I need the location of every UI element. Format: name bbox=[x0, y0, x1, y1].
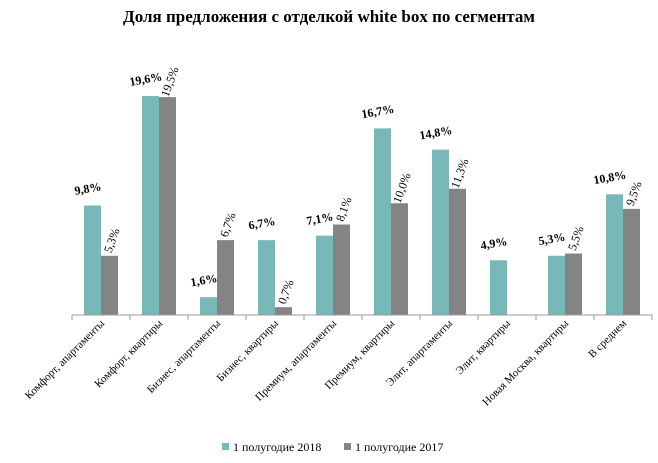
data-label-2018-0: 9,8% bbox=[73, 179, 102, 197]
category-label: Комфорт, апартаменты bbox=[23, 317, 108, 402]
data-label-2018-4: 7,1% bbox=[305, 209, 334, 227]
bar-2018-2 bbox=[200, 297, 217, 315]
legend-swatch-2017 bbox=[344, 443, 351, 450]
data-label-2017-8: 5,5% bbox=[565, 224, 587, 252]
bar-2018-9 bbox=[606, 194, 623, 315]
data-label-2018-9: 10,8% bbox=[592, 168, 627, 188]
data-label-2017-1: 19,5% bbox=[158, 65, 182, 99]
data-label-2018-1: 19,6% bbox=[128, 69, 163, 89]
bar-2017-5 bbox=[391, 203, 408, 315]
bar-2017-4 bbox=[333, 224, 350, 315]
data-label-2017-2: 6,7% bbox=[217, 211, 239, 239]
data-label-2018-8: 5,3% bbox=[537, 230, 566, 248]
data-label-2018-7: 4,9% bbox=[479, 234, 508, 252]
bar-2017-8 bbox=[565, 253, 582, 315]
bar-2017-9 bbox=[623, 208, 640, 315]
data-label-2017-3: 0,7% bbox=[275, 278, 297, 306]
bar-2018-8 bbox=[548, 255, 565, 315]
data-label-2018-2: 1,6% bbox=[189, 271, 218, 289]
data-label-2017-0: 5,3% bbox=[101, 226, 123, 254]
bar-2018-0 bbox=[84, 205, 101, 315]
bar-2018-7 bbox=[490, 260, 507, 315]
bar-2018-3 bbox=[258, 240, 275, 315]
bar-2018-5 bbox=[374, 128, 391, 315]
category-label: Бизнес, квартиры bbox=[215, 317, 282, 384]
legend: 1 полугодие 2018 1 полугодие 2017 bbox=[222, 440, 443, 454]
data-label-2017-6: 11,3% bbox=[448, 157, 472, 191]
data-label-2017-9: 9,5% bbox=[623, 179, 645, 207]
chart-title: Доля предложения с отделкой white box по… bbox=[123, 7, 535, 26]
x-ticks bbox=[71, 315, 653, 320]
data-label-2018-6: 14,8% bbox=[418, 123, 453, 143]
bar-2018-1 bbox=[142, 96, 159, 315]
category-label: В среднем bbox=[586, 318, 629, 361]
bar-2018-4 bbox=[316, 235, 333, 315]
legend-label-2018: 1 полугодие 2018 bbox=[233, 440, 321, 454]
data-label-2018-3: 6,7% bbox=[247, 214, 276, 232]
bar-2017-1 bbox=[159, 97, 176, 316]
legend-swatch-2018 bbox=[222, 443, 229, 450]
bar-2018-6 bbox=[432, 149, 449, 315]
bar-2017-6 bbox=[449, 188, 466, 315]
category-label: Элит, квартиры bbox=[454, 317, 514, 377]
data-label-2017-4: 8,1% bbox=[333, 195, 355, 223]
bar-2017-2 bbox=[217, 240, 234, 315]
bars bbox=[84, 96, 640, 316]
legend-label-2017: 1 полугодие 2017 bbox=[355, 440, 443, 454]
data-label-2018-5: 16,7% bbox=[360, 102, 395, 122]
data-label-2017-5: 10,0% bbox=[390, 171, 414, 205]
bar-2017-3 bbox=[275, 307, 292, 315]
bar-2017-0 bbox=[101, 255, 118, 315]
